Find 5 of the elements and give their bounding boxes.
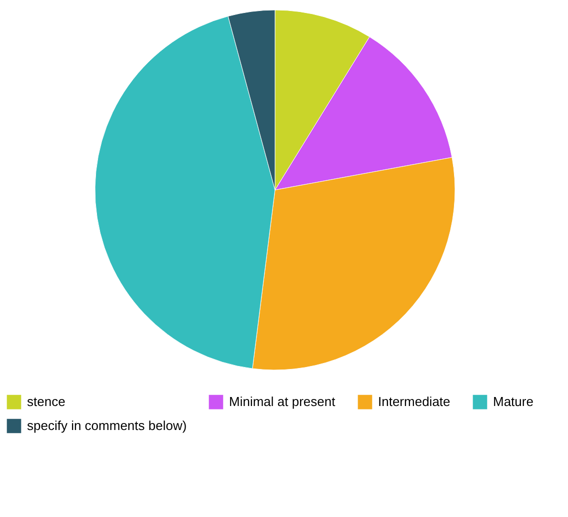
- legend-label: Intermediate: [378, 394, 450, 410]
- legend-label: stence: [27, 394, 66, 410]
- legend-label: Minimal at present: [229, 394, 336, 410]
- legend-label: specify in comments below): [27, 418, 187, 433]
- legend-label: Mature: [493, 394, 534, 410]
